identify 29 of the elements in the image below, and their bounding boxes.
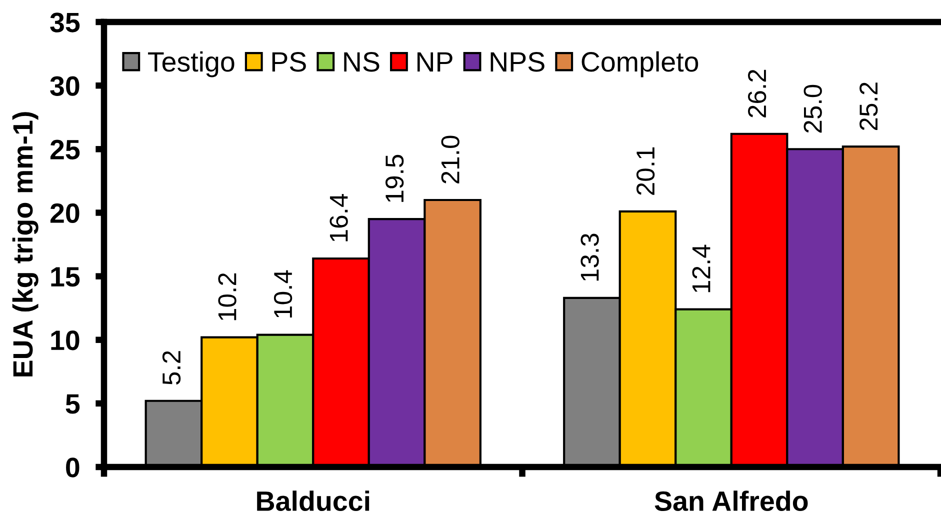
legend-label: Testigo (148, 51, 234, 78)
data-label: 26.2 (748, 70, 766, 118)
data-label: 21.0 (441, 136, 460, 184)
y-axis-title: EUA (kg trigo mm-1) (12, 112, 38, 376)
data-label: 5.2 (162, 351, 181, 385)
y-tick-label: 25 (50, 140, 80, 160)
data-label: 10.2 (218, 273, 236, 320)
y-tick-label: 20 (50, 203, 80, 224)
y-tick-label: 0 (66, 458, 80, 478)
x-tick-label: San Alfredo (654, 490, 808, 512)
legend-label: NPS (490, 52, 544, 72)
data-label: 20.1 (636, 147, 655, 195)
y-tick-label: 15 (51, 267, 80, 287)
data-label: 12.4 (692, 244, 710, 292)
x-tick-label: Balducci (257, 490, 370, 512)
legend-label: NP (417, 52, 452, 72)
data-label: 16.4 (330, 194, 348, 242)
y-tick-label: 35 (50, 12, 80, 32)
y-tick-label: 5 (66, 394, 80, 414)
data-label: 25.0 (804, 84, 822, 133)
legend-label: PS (272, 52, 306, 72)
legend-label: NS (344, 52, 380, 72)
data-label: 25.2 (860, 82, 878, 130)
data-label: 19.5 (385, 154, 404, 202)
y-tick-label: 30 (50, 76, 80, 96)
legend-label: Completo (582, 51, 698, 78)
y-tick-label: 10 (51, 330, 80, 350)
data-label: 10.4 (274, 270, 292, 318)
data-label: 13.3 (580, 234, 599, 281)
